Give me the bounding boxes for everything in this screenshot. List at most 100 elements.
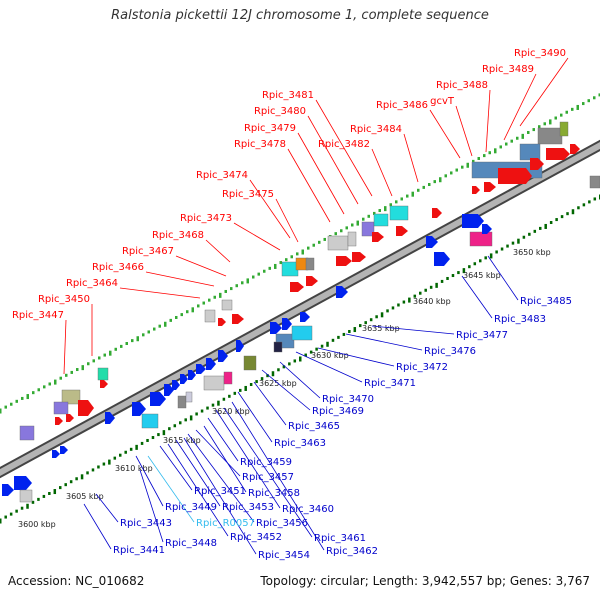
reverse-strand-tick [129,447,133,451]
forward-strand-tick [318,240,321,244]
gene-feature-64 [300,312,310,322]
forward-strand-tick [197,304,200,308]
gene-label-Rpic_3466: Rpic_3466 [92,262,144,273]
reverse-strand-tick [102,462,106,466]
forward-strand-tick [235,284,238,288]
gene-feature-65 [336,286,348,298]
reverse-strand-tick [402,300,406,304]
reverse-strand-tick [211,403,215,407]
leader-Rpic_3448 [139,469,164,543]
gene-label-Rpic_3477: Rpic_3477 [456,330,508,341]
forward-strand-tick [362,217,365,221]
leader-Rpic_3483 [461,275,493,319]
reverse-strand-tick [408,297,411,303]
reverse-strand-tick [271,371,275,377]
gene-feature-49 [188,370,196,380]
forward-strand-tick [37,388,40,392]
gene-feature-12 [281,261,299,277]
reverse-strand-tick [97,465,100,469]
reverse-strand-tick [239,388,242,392]
leader-Rpic_3454 [183,437,257,555]
gene-label-Rpic_3485: Rpic_3485 [520,296,572,307]
gene-feature-44 [150,392,166,406]
gene-label-Rpic_3464: Rpic_3464 [66,278,118,289]
reverse-strand-tick [244,385,247,391]
leader-Rpic_3449 [135,455,164,507]
gene-label-Rpic_3460: Rpic_3460 [282,504,334,515]
reverse-strand-tick [413,294,417,298]
forward-strand-tick [598,93,600,97]
reverse-strand-tick [555,218,558,222]
forward-strand-tick [279,261,282,265]
reverse-strand-tick [168,427,171,431]
leader-Rpic_3465 [253,381,287,426]
reverse-strand-tick [500,247,504,251]
leader-Rpic_3463 [237,391,273,443]
gene-feature-34 [546,148,570,160]
leader-Rpic_3476 [345,333,423,351]
reverse-strand-tick [206,406,209,410]
reverse-strand-tick [228,394,231,398]
reverse-strand-tick [429,285,433,289]
gene-feature-20 [352,252,366,262]
forward-strand-tick [98,356,101,360]
reverse-strand-tick [80,474,84,480]
leader-Rpic_3453 [175,439,221,507]
gene-feature-15 [290,282,304,292]
gene-feature-11 [232,314,244,324]
gene-feature-4 [55,417,63,425]
reverse-strand-tick [326,341,329,347]
leader-Rpic_3461 [223,407,313,538]
forward-strand-tick [241,281,244,285]
reverse-strand-tick [315,347,318,351]
reverse-strand-tick [577,206,580,210]
gene-feature-28 [537,127,563,145]
forward-strand-tick [92,359,95,363]
reverse-strand-tick [277,368,280,372]
forward-strand-tick [516,136,519,140]
forward-strand-tick [21,396,24,400]
reverse-strand-tick [288,362,291,366]
reverse-strand-tick [31,500,35,504]
reverse-strand-tick [42,494,46,498]
gene-label-Rpic_3469: Rpic_3469 [312,406,364,417]
reverse-strand-tick [26,503,29,509]
forward-strand-tick [389,203,392,207]
gene-label-Rpic_3441: Rpic_3441 [113,545,165,556]
gene-feature-41 [60,446,68,454]
forward-strand-tick [180,313,183,317]
forward-strand-tick [164,321,167,327]
forward-strand-tick [307,246,310,250]
map-title: Ralstonia pickettii 12J chromosome 1, co… [111,8,489,23]
gene-feature-33 [530,158,544,170]
reverse-strand-tick [451,274,455,278]
reverse-strand-tick [528,232,531,236]
gene-feature-51 [206,358,216,370]
reverse-strand-tick [446,276,449,280]
reverse-strand-tick [320,344,324,348]
gene-feature-56 [185,391,193,403]
reverse-strand-tick [200,409,204,413]
reverse-strand-tick [48,491,51,495]
reverse-strand-tick [533,229,537,233]
reverse-strand-tick [222,397,226,401]
gene-feature-63 [273,341,283,353]
leader-Rpic_3470 [279,361,321,399]
gene-feature-60 [282,318,292,330]
accession-label: Accession: NC_010682 [8,574,145,588]
reverse-strand-tick [369,318,373,322]
forward-strand-tick [208,298,211,302]
gene-feature-48 [180,374,188,384]
forward-strand-tick [549,119,552,125]
reverse-strand-tick [348,329,351,333]
reverse-strand-tick [397,303,400,307]
forward-strand-tick [538,125,541,129]
reverse-strand-tick [15,509,18,513]
gene-feature-8 [204,309,216,323]
forward-strand-tick [373,211,376,215]
forward-strand-tick [296,252,299,256]
forward-strand-tick [202,301,205,305]
reverse-strand-tick [489,253,493,259]
gene-label-Rpic_3468: Rpic_3468 [152,230,204,241]
